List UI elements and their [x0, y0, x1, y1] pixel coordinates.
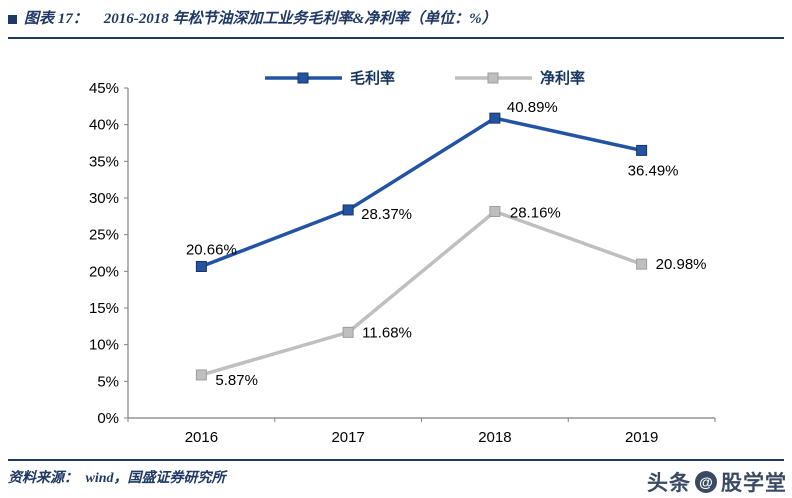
x-tick-label: 2016: [185, 429, 218, 446]
series-line-gross-margin: [200, 116, 643, 269]
header-divider: [8, 37, 784, 39]
data-point-marker-gross-margin: [195, 260, 207, 272]
source-note: 资料来源： wind，国盛证券研究所: [8, 467, 226, 487]
data-label-gross-margin: 28.37%: [361, 206, 412, 223]
data-label-net-margin: 20.98%: [656, 256, 707, 273]
data-label-net-margin: 5.87%: [215, 372, 258, 389]
watermark-suffix: 股学堂: [721, 472, 787, 495]
line-chart: 0% 5% 10% 15% 20% 25% 30% 35% 40% 45% 2016 2017 2018…: [89, 69, 716, 446]
legend-label: 净利率: [540, 69, 585, 87]
y-tick-label: 30%: [89, 190, 119, 207]
y-tick-label: 35%: [89, 153, 119, 170]
watermark: 头条 @ 股学堂: [647, 467, 787, 497]
data-label-gross-margin: 36.49%: [628, 162, 679, 179]
y-tick-label: 10%: [89, 337, 119, 354]
figure-header: 图表 17： 2016-2018 年松节油深加工业务毛利率&净利率（单位：%）: [8, 9, 784, 29]
y-tick-label: 0%: [97, 410, 119, 427]
y-tick-label: 45%: [89, 80, 119, 97]
watermark-prefix: 头条: [647, 472, 691, 495]
data-label-gross-margin: 40.89%: [507, 99, 558, 116]
x-tick-label: 2019: [625, 429, 658, 446]
data-point-marker-net-margin: [489, 205, 501, 217]
legend-label: 毛利率: [350, 69, 395, 87]
legend-marker: [487, 72, 499, 84]
figure-label: 图表 17：: [24, 11, 88, 27]
data-label-net-margin: 11.68%: [362, 324, 412, 341]
watermark-logo-icon: @: [695, 471, 717, 493]
y-tick-label: 40%: [89, 117, 119, 134]
title-bullet-icon: [8, 14, 17, 24]
data-point-marker-net-margin: [195, 369, 207, 381]
data-point-marker-net-margin: [342, 326, 354, 338]
data-point-marker-net-margin: [636, 258, 648, 270]
y-tick-label: 20%: [89, 263, 119, 280]
data-label-gross-margin: 20.66%: [186, 241, 237, 258]
series-line-net-margin: [200, 209, 643, 377]
x-tick-label: 2017: [331, 429, 364, 446]
footer-divider: [8, 459, 784, 461]
y-tick-label: 5%: [97, 373, 119, 390]
x-tick-label: 2018: [478, 429, 511, 446]
y-tick-label: 25%: [89, 227, 119, 244]
data-point-marker-gross-margin: [636, 144, 648, 156]
data-point-marker-gross-margin: [342, 204, 354, 216]
data-label-net-margin: 28.16%: [510, 204, 561, 221]
data-point-marker-gross-margin: [489, 112, 501, 124]
source-text: wind，国盛证券研究所: [85, 471, 226, 486]
source-label: 资料来源：: [8, 471, 78, 486]
figure-title: 2016-2018 年松节油深加工业务毛利率&净利率（单位：%）: [103, 11, 497, 27]
legend-marker: [297, 72, 309, 84]
y-tick-label: 15%: [89, 300, 119, 317]
